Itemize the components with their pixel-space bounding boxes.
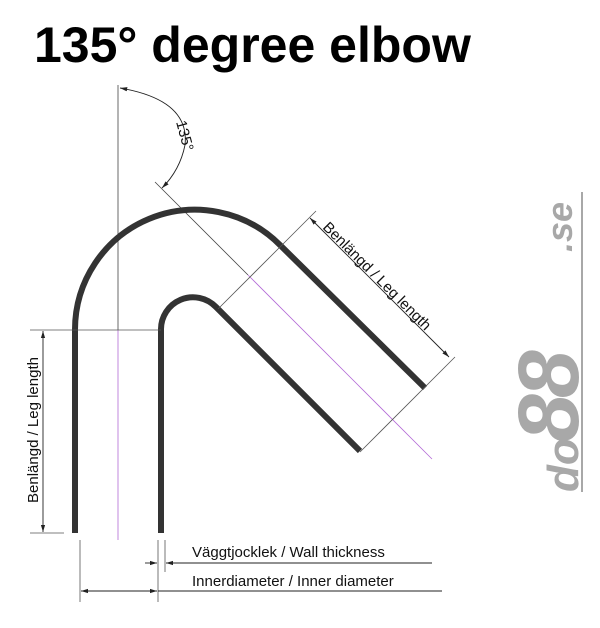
svg-text:do: do	[539, 438, 588, 492]
section-line-leg-end	[359, 356, 456, 453]
page-title: 135° degree elbow	[34, 17, 471, 73]
leg-length-vertical-label: Benlängd / Leg length	[25, 357, 42, 503]
leg-length-diagonal-dimension	[309, 217, 450, 358]
wall-thickness-label: Väggtjocklek / Wall thickness	[192, 544, 385, 561]
do88-logo: do 88 .se	[501, 192, 597, 492]
angle-label: 135°	[172, 119, 196, 153]
inner-diameter-label: Innerdiameter / Inner diameter	[192, 573, 394, 590]
pipe-outer-wall	[71, 206, 428, 533]
svg-text:.se: .se	[539, 202, 580, 252]
pipe-inner-wall	[157, 294, 363, 533]
leg-length-diagonal-label: Benlängd / Leg length	[319, 219, 434, 334]
extension-line-bend	[282, 210, 317, 245]
section-line-bend-end	[217, 243, 284, 310]
diagonal-centerline-magenta	[247, 274, 433, 460]
angle-arc	[119, 87, 186, 189]
diagonal-centerline	[154, 181, 249, 276]
